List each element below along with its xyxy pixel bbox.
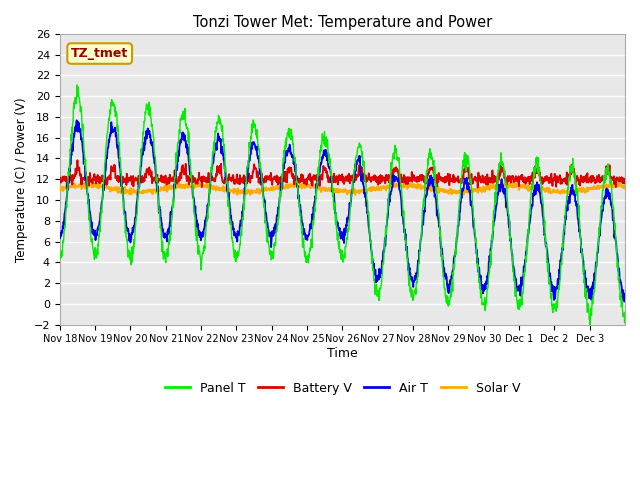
Panel T	[56, 247, 63, 253]
Panel T	[614, 277, 622, 283]
Battery V	[614, 176, 622, 182]
Battery V	[317, 175, 325, 180]
Air T	[73, 118, 81, 123]
Solar V	[476, 187, 484, 193]
Solar V	[234, 192, 241, 198]
Air T	[614, 260, 622, 265]
Solar V	[56, 187, 63, 192]
Y-axis label: Temperature (C) / Power (V): Temperature (C) / Power (V)	[15, 97, 28, 262]
Panel T	[145, 112, 152, 118]
Panel T	[73, 82, 81, 88]
Panel T	[476, 286, 484, 291]
Line: Solar V: Solar V	[60, 183, 625, 195]
Text: TZ_tmet: TZ_tmet	[71, 47, 129, 60]
Panel T	[328, 177, 336, 183]
Battery V	[328, 180, 336, 186]
Battery V	[145, 167, 152, 173]
Panel T	[559, 245, 566, 251]
Air T	[56, 235, 63, 241]
Panel T	[621, 310, 629, 315]
Line: Panel T: Panel T	[60, 85, 625, 324]
Battery V	[74, 157, 81, 163]
Air T	[559, 247, 566, 253]
Air T	[621, 294, 629, 300]
Solar V	[614, 181, 622, 187]
Air T	[328, 177, 336, 182]
Battery V	[621, 176, 629, 182]
Battery V	[474, 185, 481, 191]
Line: Battery V: Battery V	[60, 160, 625, 188]
Solar V	[621, 183, 629, 189]
Battery V	[56, 178, 63, 183]
Solar V	[559, 188, 567, 193]
Panel T	[317, 148, 325, 154]
Air T	[476, 275, 484, 280]
Battery V	[559, 177, 567, 182]
Solar V	[82, 180, 90, 186]
Line: Air T: Air T	[60, 120, 625, 301]
Title: Tonzi Tower Met: Temperature and Power: Tonzi Tower Met: Temperature and Power	[193, 15, 492, 30]
Solar V	[145, 187, 152, 192]
Panel T	[586, 322, 594, 327]
Legend: Panel T, Battery V, Air T, Solar V: Panel T, Battery V, Air T, Solar V	[160, 377, 525, 400]
X-axis label: Time: Time	[327, 347, 358, 360]
Air T	[620, 299, 628, 304]
Battery V	[476, 176, 484, 181]
Air T	[317, 161, 325, 167]
Solar V	[317, 186, 325, 192]
Solar V	[328, 188, 336, 194]
Air T	[145, 129, 152, 135]
